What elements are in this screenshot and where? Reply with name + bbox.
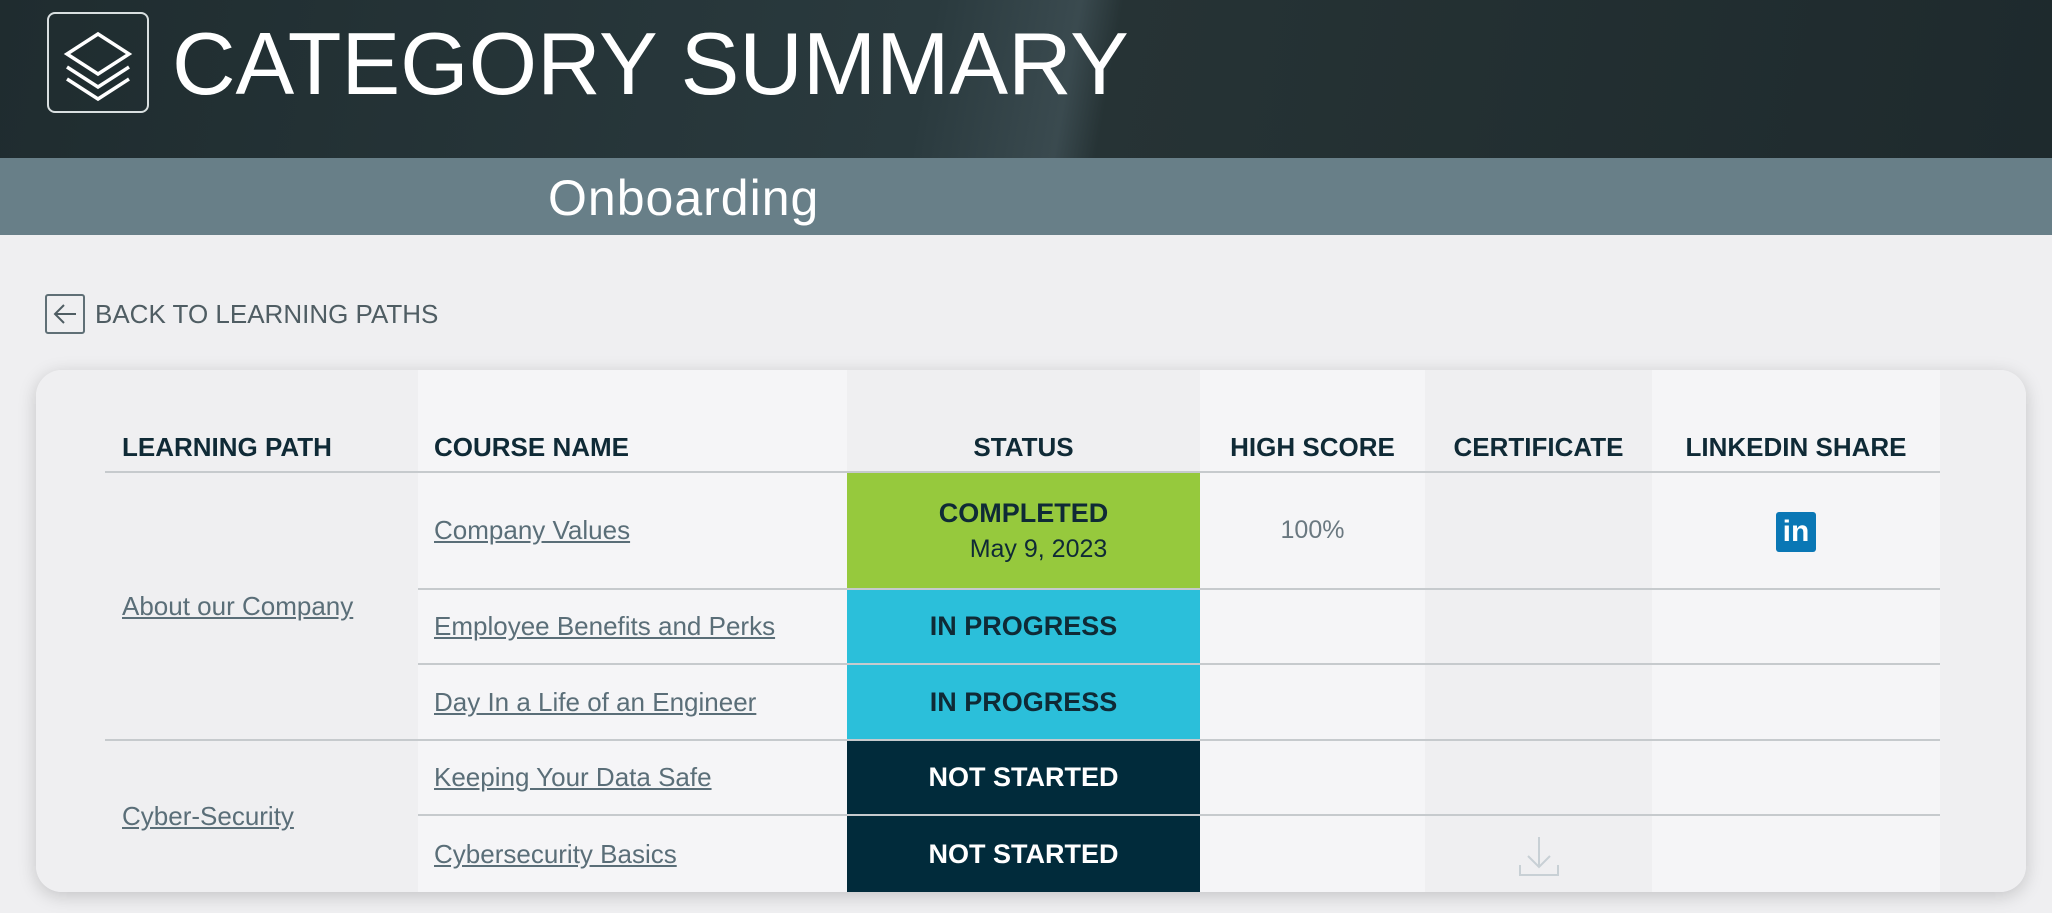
table-row: Keeping Your Data Safe (434, 741, 712, 814)
download-icon[interactable] (1518, 835, 1560, 877)
learning-path-link[interactable]: Cyber-Security (122, 801, 294, 831)
column-header: HIGH SCORE (1230, 432, 1395, 462)
course-link[interactable]: Company Values (434, 515, 631, 545)
column-header: STATUS (973, 432, 1074, 462)
status-badge: IN PROGRESS (847, 665, 1200, 739)
category-banner: Onboarding (0, 158, 2052, 235)
completion-date: May 9, 2023 (969, 534, 1108, 563)
layers-icon (47, 12, 149, 113)
status-label: IN PROGRESS (929, 686, 1118, 717)
column-header: LINKEDIN SHARE (1685, 432, 1907, 462)
learning-path-cell: Cyber-Security (122, 741, 294, 892)
status-label: NOT STARTED (928, 838, 1119, 869)
course-link[interactable]: Keeping Your Data Safe (434, 762, 712, 792)
back-to-learning-paths-link[interactable]: BACK TO LEARNING PATHS (45, 294, 438, 334)
table-row: Company Values (434, 473, 630, 588)
page-title: CATEGORY SUMMARY (172, 14, 1129, 113)
status-badge: NOT STARTED (847, 816, 1200, 892)
summary-table: LEARNING PATH COURSE NAME STATUS HIGH SC… (36, 370, 2026, 892)
learning-path-link[interactable]: About our Company (122, 590, 354, 621)
table-row: Cybersecurity Basics (434, 816, 677, 892)
learning-path-cell: About our Company (122, 473, 353, 739)
page-header: CATEGORY SUMMARY (0, 0, 2052, 158)
course-link[interactable]: Employee Benefits and Perks (434, 611, 776, 641)
status-label: COMPLETED (938, 497, 1109, 528)
column-header: COURSE NAME (434, 432, 630, 462)
linkedin-share-icon[interactable]: in (1776, 512, 1816, 552)
arrow-left-icon (45, 294, 85, 334)
status-badge: IN PROGRESS (847, 590, 1200, 663)
status-badge: NOT STARTED (847, 741, 1200, 814)
high-score: 100% (1280, 516, 1345, 544)
status-label: NOT STARTED (928, 762, 1119, 792)
column-header: LEARNING PATH (122, 432, 332, 462)
column-header: CERTIFICATE (1453, 432, 1624, 462)
status-badge: COMPLETED May 9, 2023 (847, 473, 1200, 588)
back-link-label: BACK TO LEARNING PATHS (95, 298, 439, 329)
status-label: IN PROGRESS (929, 611, 1118, 641)
table-row: Day In a Life of an Engineer (434, 665, 756, 739)
category-name: Onboarding (548, 170, 820, 226)
course-link[interactable]: Day In a Life of an Engineer (434, 686, 757, 717)
table-row: Employee Benefits and Perks (434, 590, 775, 663)
course-link[interactable]: Cybersecurity Basics (434, 838, 677, 869)
